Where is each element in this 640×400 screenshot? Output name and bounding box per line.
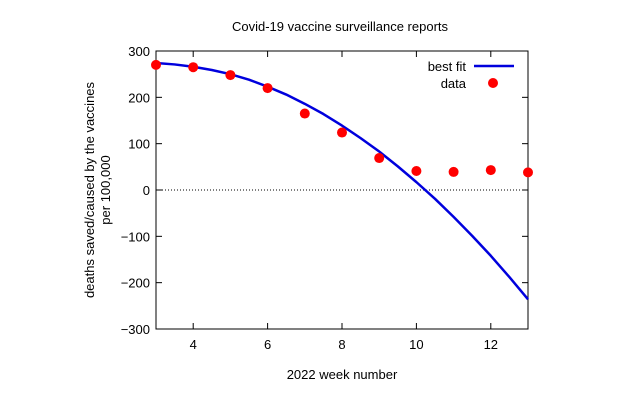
legend-label-data: data <box>441 76 467 91</box>
data-point <box>523 167 533 178</box>
data-point <box>225 70 236 81</box>
y-tick-label: 0 <box>143 183 150 198</box>
legend-point-data <box>488 78 498 88</box>
x-axis-label: 2022 week number <box>287 367 398 382</box>
tick-labels: 4 6 8 10 12 −300 −200 −100 0 100 200 300 <box>121 44 498 352</box>
x-tick-label: 8 <box>338 337 345 352</box>
y-axis-label: deaths saved/caused by the vaccines per … <box>82 81 113 298</box>
chart-title: Covid-19 vaccine surveillance reports <box>232 19 449 34</box>
x-tick-label: 12 <box>484 337 498 352</box>
y-tick-label: −100 <box>121 229 150 244</box>
data-point <box>299 108 310 119</box>
data-point <box>337 127 347 138</box>
data-point <box>485 165 496 176</box>
y-tick-label: −300 <box>121 322 150 337</box>
y-tick-label: 300 <box>128 44 150 59</box>
x-tick-label: 6 <box>264 337 271 352</box>
data-point <box>188 62 199 73</box>
data-point <box>411 166 422 177</box>
y-axis-label-line-2: per 100,000 <box>98 155 113 224</box>
legend: best fit data <box>428 59 514 91</box>
y-axis-label-line-1: deaths saved/caused by the vaccines <box>82 81 97 298</box>
y-tick-label: 200 <box>128 90 150 105</box>
y-tick-label: −200 <box>121 276 150 291</box>
series-layer <box>151 59 533 301</box>
y-tick-label: 100 <box>128 137 150 152</box>
data-point <box>151 59 161 70</box>
legend-label-best-fit: best fit <box>428 59 467 74</box>
data-point <box>262 83 273 94</box>
x-tick-label: 10 <box>409 337 423 352</box>
x-tick-label: 4 <box>190 337 197 352</box>
data-point <box>448 166 459 177</box>
series-line-best-fit <box>155 61 529 301</box>
data-point <box>374 153 385 164</box>
